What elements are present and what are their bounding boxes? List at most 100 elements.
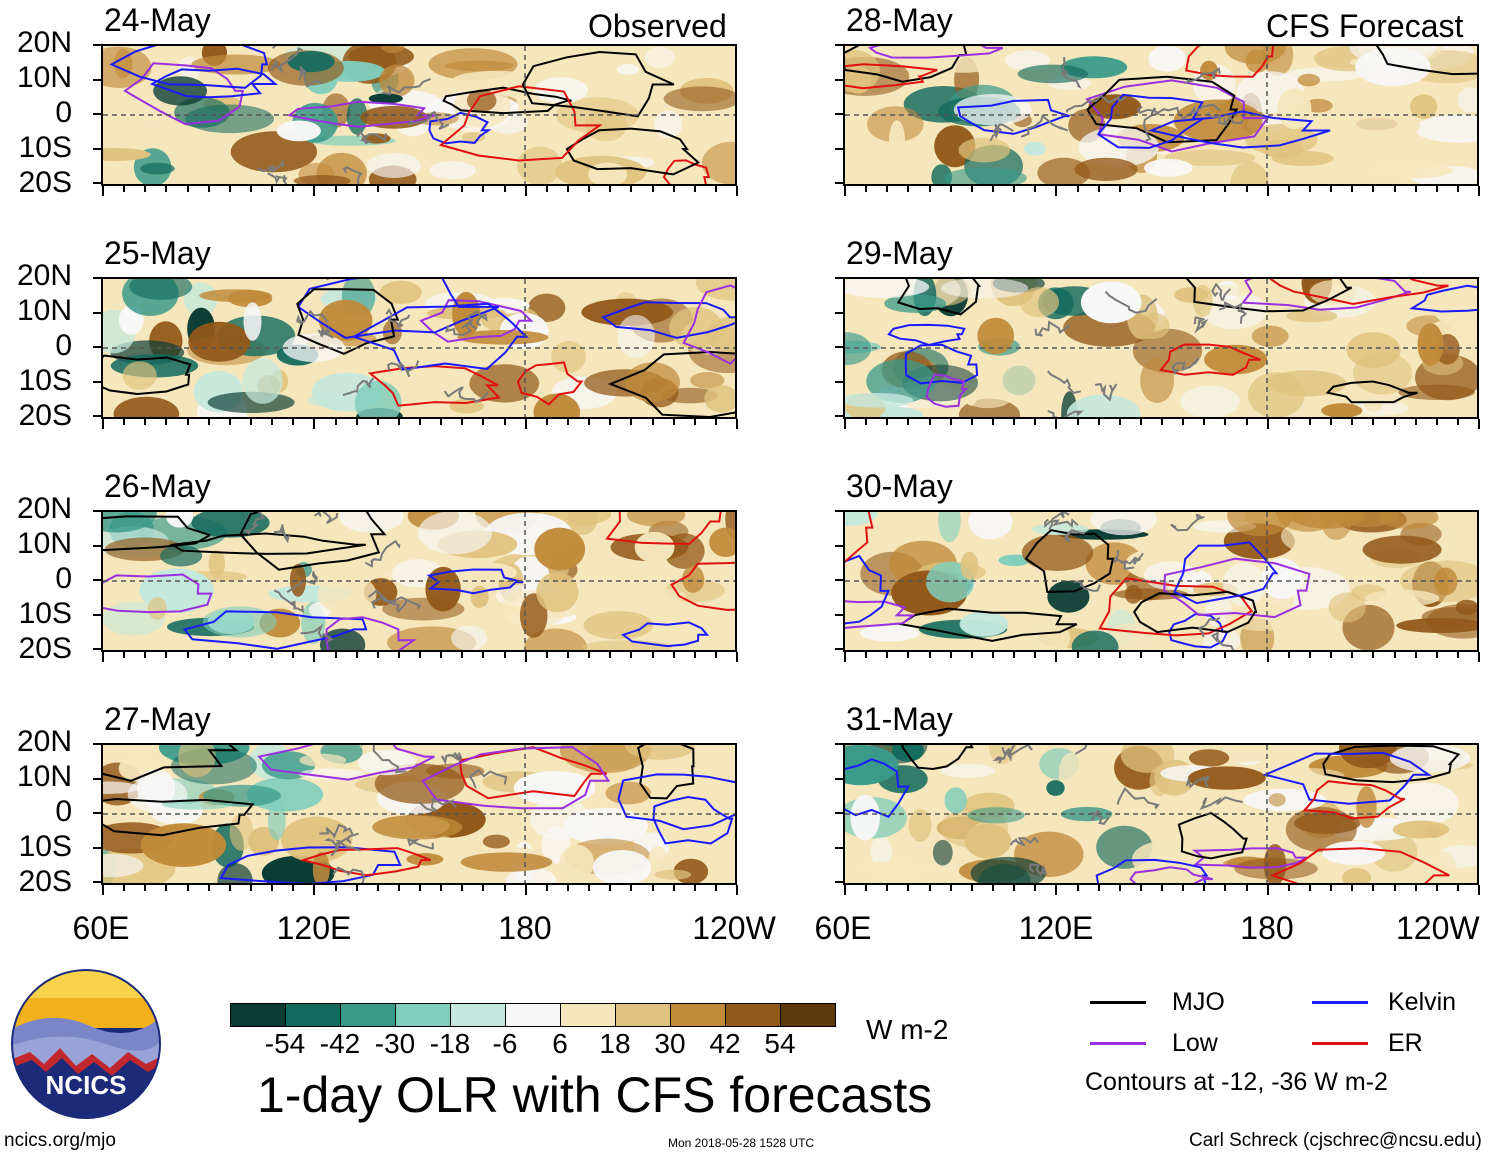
axis-tick: [928, 186, 931, 192]
axis-tick: [1034, 419, 1037, 425]
olr-field: [845, 512, 1477, 650]
axis-tick: [1414, 186, 1417, 192]
lon-label: 60E: [72, 910, 130, 946]
axis-tick: [93, 510, 101, 512]
colorbar-swatch: [615, 1003, 671, 1027]
axis-tick: [835, 544, 843, 547]
lat-label: 0: [55, 795, 72, 828]
axis-tick: [949, 186, 952, 192]
axis-tick: [714, 652, 717, 658]
map-panel: [843, 277, 1479, 419]
axis-tick: [461, 186, 464, 192]
colorbar-label: -30: [374, 1028, 416, 1059]
axis-tick: [1076, 652, 1079, 658]
panel-date: 24-May: [104, 2, 211, 38]
axis-tick: [419, 186, 421, 192]
axis-tick: [1182, 652, 1185, 658]
axis-tick: [1414, 885, 1417, 891]
axis-tick: [1034, 186, 1037, 192]
footer-url[interactable]: ncics.org/mjo: [4, 1130, 116, 1151]
chart-title: 1-day OLR with CFS forecasts: [257, 1067, 933, 1123]
axis-tick: [1266, 419, 1269, 429]
axis-tick: [1034, 652, 1037, 658]
axis-tick: [1393, 186, 1396, 192]
axis-tick: [482, 186, 485, 192]
axis-tick: [672, 652, 675, 658]
legend-line-low: [1090, 1042, 1146, 1045]
axis-tick: [1456, 652, 1459, 658]
axis-tick: [93, 777, 101, 780]
axis-tick: [886, 419, 889, 425]
axis-tick: [672, 885, 675, 891]
axis-tick: [123, 885, 126, 891]
panel-date: 30-May: [846, 468, 953, 504]
axis-tick: [1308, 652, 1311, 658]
lat-label: 20S: [18, 865, 72, 898]
axis-tick: [1478, 186, 1480, 196]
axis-tick: [1287, 186, 1290, 192]
axis-tick: [207, 419, 210, 425]
lat-label: 10S: [18, 830, 72, 863]
axis-tick: [1076, 885, 1079, 891]
colorbar-label: -18: [429, 1028, 471, 1059]
olr-field: [103, 279, 735, 417]
axis-tick: [835, 147, 843, 150]
axis-tick: [93, 415, 101, 417]
axis-tick: [714, 186, 717, 192]
colorbar-label: 54: [764, 1028, 796, 1059]
axis-tick: [844, 186, 846, 196]
axis-tick: [630, 885, 633, 891]
panel-date: 31-May: [846, 701, 953, 737]
axis-tick: [1308, 419, 1311, 425]
contour-note: Contours at -12, -36 W m-2: [1085, 1068, 1388, 1096]
axis-tick: [1118, 419, 1121, 425]
axis-tick: [630, 186, 633, 192]
colorbar-swatch: [340, 1003, 396, 1027]
lat-label: 20N: [16, 725, 72, 758]
axis-tick: [1456, 186, 1459, 192]
axis-tick: [1055, 652, 1058, 662]
ncics-logo: NCICS: [11, 969, 161, 1119]
axis-tick: [1351, 885, 1354, 891]
olr-field: [103, 745, 735, 883]
axis-tick: [1139, 885, 1142, 891]
axis-tick: [588, 186, 591, 192]
axis-tick: [93, 743, 101, 745]
axis-tick: [1097, 419, 1100, 425]
axis-tick: [907, 186, 910, 192]
axis-tick: [1203, 885, 1206, 891]
panel-date: 29-May: [846, 235, 953, 271]
lon-label: 60E: [814, 910, 872, 946]
colorbar-unit: W m-2: [866, 1014, 949, 1045]
axis-tick: [419, 419, 421, 425]
axis-tick: [228, 419, 231, 425]
axis-tick: [1139, 186, 1142, 192]
axis-tick: [93, 648, 101, 650]
axis-tick: [419, 652, 421, 658]
axis-tick: [186, 186, 189, 192]
axis-tick: [271, 186, 274, 192]
axis-tick: [93, 812, 101, 814]
lat-label: 0: [55, 96, 72, 129]
axis-tick: [165, 186, 168, 192]
axis-tick: [93, 544, 101, 547]
axis-tick: [736, 419, 738, 429]
axis-tick: [376, 186, 379, 192]
axis-tick: [835, 380, 843, 383]
colorbar-swatch: [450, 1003, 506, 1027]
lat-label: 20S: [18, 166, 72, 199]
axis-tick: [93, 44, 101, 46]
axis-tick: [1266, 885, 1269, 895]
axis-tick: [1118, 885, 1121, 891]
axis-tick: [835, 846, 843, 849]
legend-line-kelvin: [1312, 1001, 1368, 1004]
axis-tick: [397, 652, 400, 658]
axis-tick: [1076, 186, 1079, 192]
axis-tick: [865, 885, 868, 891]
axis-tick: [355, 885, 358, 891]
axis-tick: [991, 885, 994, 891]
axis-tick: [566, 186, 569, 192]
map-panel: [843, 44, 1479, 186]
axis-tick: [1203, 186, 1206, 192]
axis-tick: [461, 419, 464, 425]
